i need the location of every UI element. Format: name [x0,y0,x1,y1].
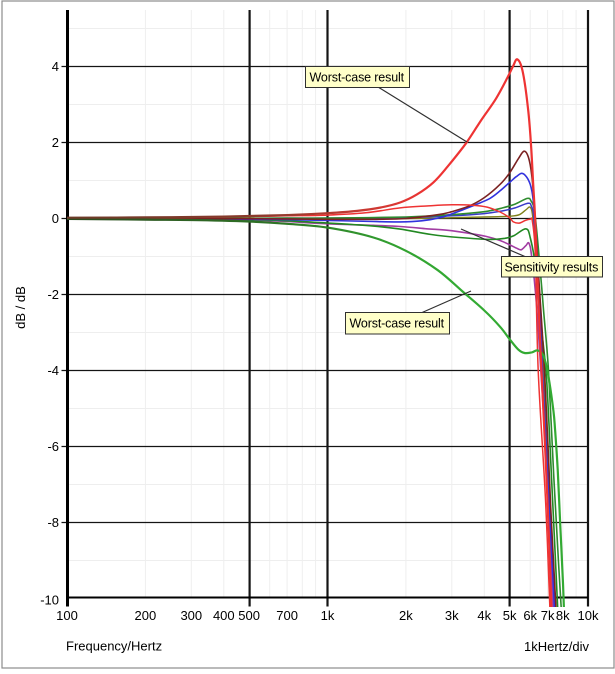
svg-text:3k: 3k [445,608,459,623]
svg-text:dB / dB: dB / dB [13,286,28,329]
svg-text:-2: -2 [47,287,59,302]
svg-text:8k: 8k [556,608,570,623]
svg-text:7k: 7k [541,608,555,623]
svg-text:400: 400 [213,608,235,623]
svg-text:10k: 10k [578,608,599,623]
svg-text:6k: 6k [523,608,537,623]
svg-text:-8: -8 [47,515,59,530]
svg-text:500: 500 [238,608,260,623]
svg-text:1kHertz/div: 1kHertz/div [524,639,590,654]
svg-text:-6: -6 [47,439,59,454]
svg-text:200: 200 [135,608,157,623]
svg-text:4k: 4k [477,608,491,623]
svg-text:100: 100 [56,608,78,623]
svg-text:5k: 5k [503,608,517,623]
svg-text:1k: 1k [321,608,335,623]
svg-text:4: 4 [52,59,59,74]
svg-text:0: 0 [52,211,59,226]
svg-text:Sensitivity results: Sensitivity results [505,260,599,274]
svg-text:700: 700 [276,608,298,623]
svg-text:2k: 2k [399,608,413,623]
svg-text:300: 300 [180,608,202,623]
svg-text:2: 2 [52,135,59,150]
svg-text:Worst-case result: Worst-case result [310,70,405,84]
svg-text:Worst-case result: Worst-case result [350,316,445,330]
svg-text:-4: -4 [47,363,59,378]
svg-text:Frequency/Hertz: Frequency/Hertz [66,639,162,654]
svg-text:-10: -10 [40,593,59,608]
